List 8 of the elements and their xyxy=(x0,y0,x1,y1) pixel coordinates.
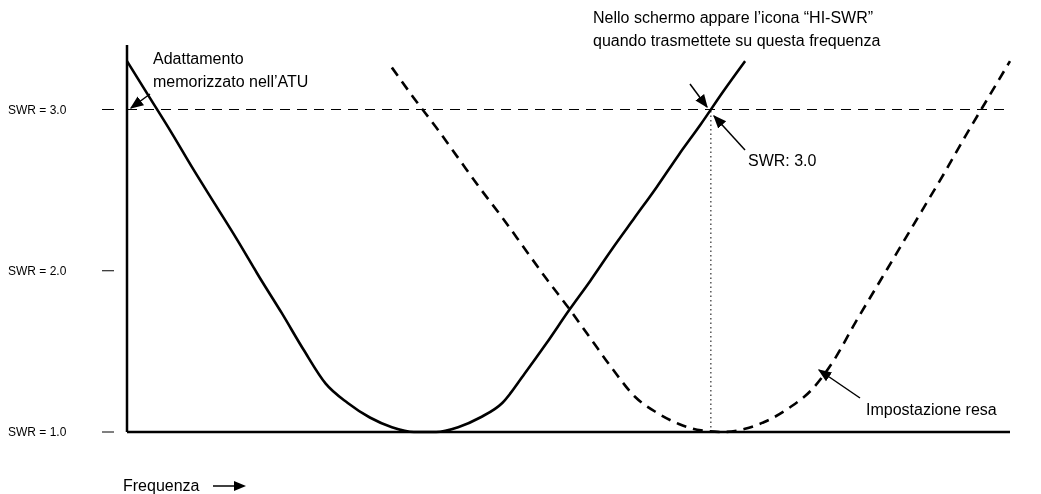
x-axis-title: Frequenza xyxy=(123,477,200,494)
annotation: Impostazione resa xyxy=(866,401,997,418)
y-tick-label: SWR = 1.0 xyxy=(8,425,67,440)
annotation: Nello schermo appare l’icona “HI-SWR” quando trasmettete su questa frequenza xyxy=(593,9,881,49)
y-tick-label: SWR = 3.0 xyxy=(8,102,67,117)
y-tick-label: SWR = 2.0 xyxy=(8,263,67,278)
annotation: SWR: 3.0 xyxy=(748,152,817,169)
annotation: Adattamento memorizzato nell’ATU xyxy=(153,50,309,90)
